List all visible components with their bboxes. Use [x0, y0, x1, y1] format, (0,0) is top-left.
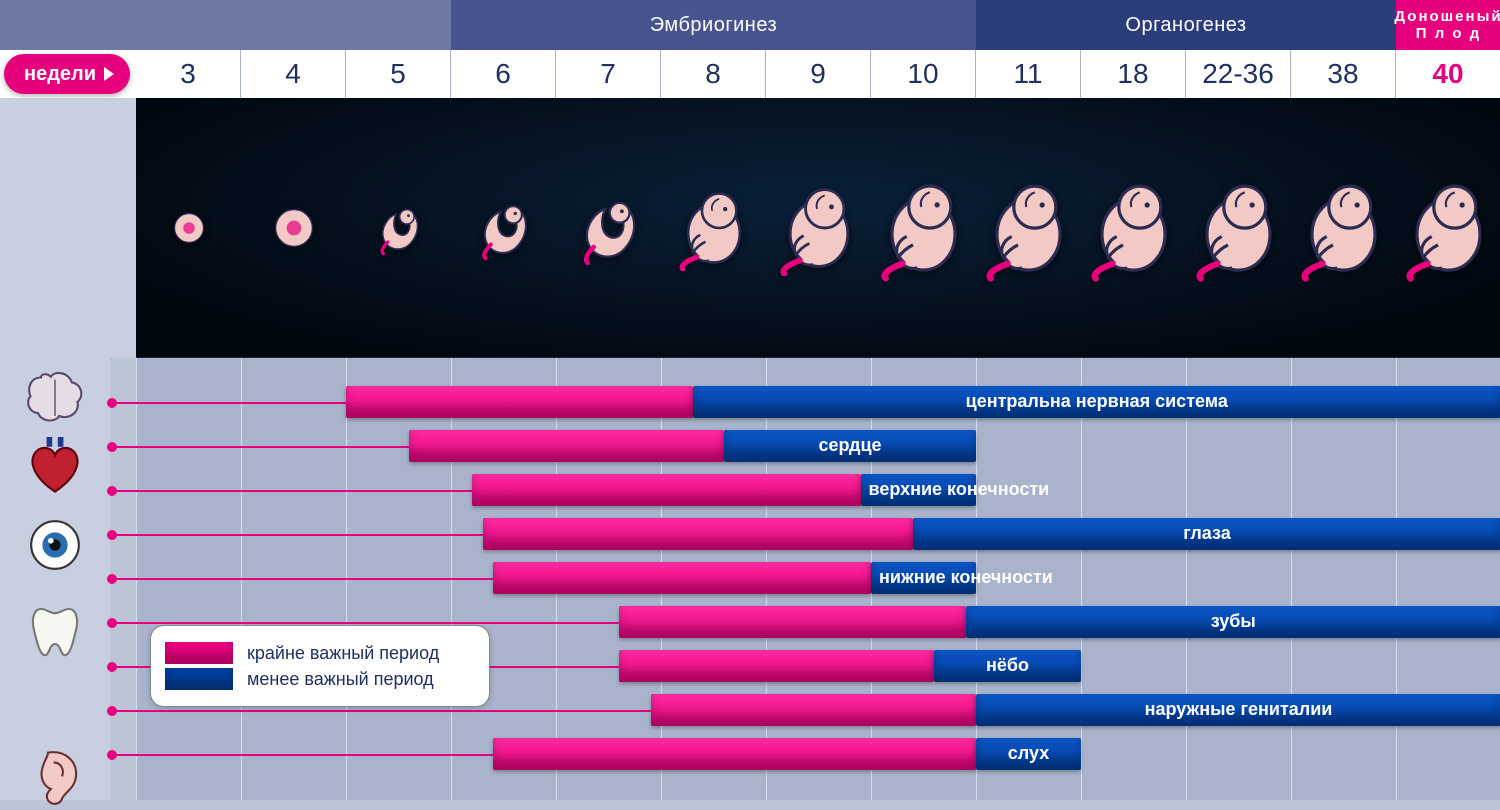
connector-cns: [108, 402, 346, 404]
bar-critical-eyes: [483, 518, 914, 550]
week-7: 7: [556, 50, 661, 98]
bar-label-cns: центральна нервная система: [966, 391, 1228, 412]
fetal-development-chart: ЭмбриогинезОрганогенезДоношеный П л о д3…: [0, 0, 1500, 800]
bar-critical-teeth: [619, 606, 966, 638]
week-40: 40: [1396, 50, 1500, 98]
bar-critical-upper: [472, 474, 861, 506]
embryo-week-9: [766, 98, 871, 358]
week-10: 10: [871, 50, 976, 98]
bar-critical-ear: [493, 738, 976, 770]
phase-header: ЭмбриогинезОрганогенезДоношеный П л о д: [0, 0, 1500, 50]
embryo-week-10: [871, 98, 976, 358]
chevron-right-icon: [104, 67, 114, 81]
gridline: [1291, 358, 1292, 800]
embryo-week-18: [1081, 98, 1186, 358]
bar-critical-lower: [493, 562, 871, 594]
bar-label-eyes: глаза: [1183, 523, 1230, 544]
connector-dot-ear: [107, 750, 117, 760]
week-9: 9: [766, 50, 871, 98]
embryo-week-11: [976, 98, 1081, 358]
legend-text-0: крайне важный период: [247, 643, 439, 664]
legend: крайне важный период менее важный период: [150, 625, 490, 707]
week-5: 5: [346, 50, 451, 98]
embryo-week-40: [1396, 98, 1500, 358]
connector-upper: [108, 490, 472, 492]
legend-swatch-1: [165, 668, 233, 690]
connector-dot-cns: [107, 398, 117, 408]
connector-genit: [108, 710, 651, 712]
bar-label-palate: нёбо: [986, 655, 1029, 676]
bar-label-genit: наружные гениталии: [1145, 699, 1333, 720]
connector-heart: [108, 446, 409, 448]
heart-icon: [6, 430, 104, 500]
week-38: 38: [1291, 50, 1396, 98]
week-4: 4: [241, 50, 346, 98]
embryo-week-8: [661, 98, 766, 358]
phase-Эмбриогинез: Эмбриогинез: [451, 0, 976, 50]
week-11: 11: [976, 50, 1081, 98]
week-axis-text: недели: [24, 63, 96, 86]
bar-label-ear: слух: [1008, 743, 1049, 764]
week-18: 18: [1081, 50, 1186, 98]
embryo-week-22-36: [1186, 98, 1291, 358]
brain-icon: [6, 360, 104, 430]
legend-row-0: крайне важный период: [165, 642, 471, 664]
phase-Органогенез: Органогенез: [976, 0, 1396, 50]
week-8: 8: [661, 50, 766, 98]
connector-dot-palate: [107, 662, 117, 672]
week-axis-label: недели: [4, 54, 130, 94]
legend-text-1: менее важный период: [247, 669, 434, 690]
connector-ear: [108, 754, 493, 756]
week-22-36: 22-36: [1186, 50, 1291, 98]
gridline: [1186, 358, 1187, 800]
connector-dot-teeth: [107, 618, 117, 628]
connector-dot-eyes: [107, 530, 117, 540]
week-6: 6: [451, 50, 556, 98]
embryo-week-4: [241, 98, 346, 358]
connector-teeth: [108, 622, 619, 624]
bar-label-teeth: зубы: [1211, 611, 1256, 632]
connector-eyes: [108, 534, 483, 536]
phase-Доношеный П л о д: Доношеный П л о д: [1396, 0, 1500, 50]
embryo-week-6: [451, 98, 556, 358]
connector-dot-genit: [107, 706, 117, 716]
phase-blank: [0, 0, 451, 50]
bar-critical-palate: [619, 650, 934, 682]
connector-lower: [108, 578, 493, 580]
legend-swatch-0: [165, 642, 233, 664]
bar-critical-cns: [346, 386, 693, 418]
embryo-week-7: [556, 98, 661, 358]
eye-icon: [6, 510, 104, 580]
connector-dot-heart: [107, 442, 117, 452]
bar-critical-heart: [409, 430, 724, 462]
connector-dot-upper: [107, 486, 117, 496]
bar-label-lower: нижние конечности: [879, 567, 1053, 588]
gridline: [1396, 358, 1397, 800]
connector-dot-lower: [107, 574, 117, 584]
embryo-week-38: [1291, 98, 1396, 358]
gridline: [1081, 358, 1082, 800]
week-3: 3: [136, 50, 241, 98]
embryo-week-5: [346, 98, 451, 358]
bar-critical-genit: [651, 694, 977, 726]
tooth-icon: [6, 595, 104, 665]
legend-row-1: менее важный период: [165, 668, 471, 690]
embryo-week-3: [136, 98, 241, 358]
bar-label-upper: верхние конечности: [869, 479, 1050, 500]
bar-label-heart: сердце: [818, 435, 881, 456]
